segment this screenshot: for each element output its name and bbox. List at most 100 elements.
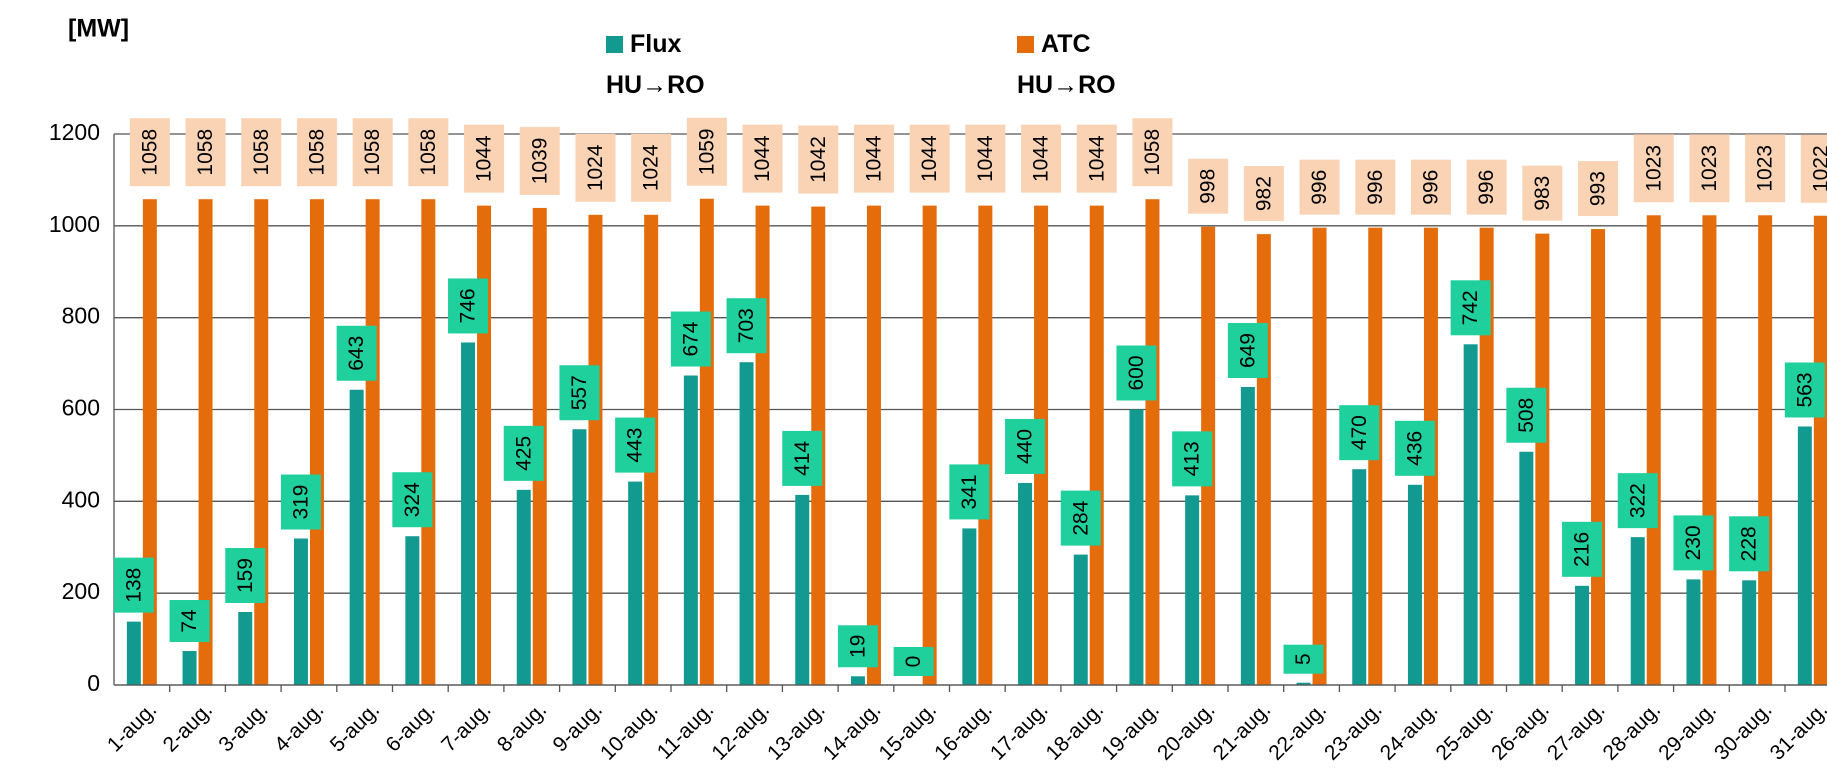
data-label: 1023 [1642, 145, 1665, 192]
bar [1742, 580, 1757, 685]
data-label-box [1784, 362, 1825, 418]
data-label: 600 [1125, 355, 1148, 390]
x-tick-label: 23-aug. [1320, 698, 1387, 765]
x-tick-label: 20-aug. [1153, 698, 1220, 765]
data-label-box [1299, 159, 1340, 215]
bar [922, 205, 937, 685]
data-label: 1058 [138, 129, 161, 176]
data-label-box [893, 647, 934, 676]
data-label: 322 [1626, 483, 1649, 518]
data-label-box [1745, 134, 1786, 203]
x-tick-label: 24-aug. [1376, 698, 1443, 765]
data-label: 138 [122, 568, 145, 603]
bar [1813, 215, 1827, 685]
data-label: 230 [1682, 525, 1705, 560]
bar [1575, 585, 1590, 685]
data-label: 414 [791, 441, 814, 476]
data-label: 413 [1181, 441, 1204, 476]
bar [755, 205, 770, 685]
bar [1463, 344, 1478, 685]
bar [795, 494, 810, 685]
data-label-box [615, 417, 656, 473]
data-label-box [1800, 134, 1827, 203]
x-tick-label: 4-aug. [270, 698, 328, 756]
bar [405, 536, 420, 685]
bar [1185, 495, 1200, 685]
data-label: 1058 [361, 129, 384, 176]
data-label-box [575, 133, 616, 202]
data-label-box [336, 325, 377, 381]
y-tick-label: 1200 [49, 119, 100, 145]
data-label: 1024 [640, 144, 663, 191]
data-label: 228 [1738, 526, 1761, 561]
data-label: 1022 [1809, 145, 1827, 192]
data-label-box [1450, 280, 1491, 336]
data-label-box [1410, 159, 1451, 215]
bar [254, 199, 269, 685]
bar [699, 198, 714, 685]
data-label: 1044 [473, 135, 496, 182]
x-tick-label: 3-aug. [214, 698, 272, 756]
x-tick-label: 5-aug. [326, 698, 384, 756]
data-label-box [1132, 118, 1173, 187]
data-label-box [225, 547, 266, 603]
data-label-box [1227, 323, 1268, 379]
data-label: 1058 [194, 129, 217, 176]
bar [1758, 215, 1773, 685]
bar [1296, 682, 1311, 685]
data-label-box [113, 557, 154, 613]
bar [365, 199, 380, 685]
data-label-box [837, 625, 878, 668]
data-label-box [670, 311, 711, 367]
bar [572, 429, 587, 685]
bar [1256, 234, 1271, 685]
x-tick-label: 19-aug. [1097, 698, 1164, 765]
data-label-box [949, 464, 990, 520]
x-tick-label: 26-aug. [1487, 698, 1554, 765]
data-label: 1042 [807, 136, 830, 183]
data-label-box [129, 118, 170, 187]
bar [683, 375, 698, 685]
data-label-box [1339, 405, 1380, 461]
x-tick-label: 30-aug. [1710, 698, 1777, 765]
bar [1089, 205, 1104, 685]
y-tick-label: 200 [62, 578, 100, 604]
bar [126, 621, 141, 685]
data-label: 996 [1475, 170, 1498, 205]
data-label-box [464, 124, 505, 193]
legend-label: ATC HU→RO [1017, 30, 1116, 99]
bar [516, 489, 531, 685]
x-tick-label: 12-aug. [707, 698, 774, 765]
data-label-box [408, 118, 449, 187]
data-label: 993 [1587, 171, 1610, 206]
data-label: 0 [902, 656, 925, 668]
legend-label: Flux HU→RO [606, 30, 705, 99]
bar [850, 676, 865, 685]
data-label: 982 [1252, 176, 1275, 211]
data-label: 1044 [751, 135, 774, 182]
data-label-box [1188, 158, 1229, 214]
data-label: 1023 [1698, 145, 1721, 192]
bar [1702, 215, 1717, 685]
bar [1535, 233, 1550, 685]
data-label: 1044 [974, 135, 997, 182]
data-label: 1058 [417, 129, 440, 176]
data-label: 319 [289, 485, 312, 520]
x-tick-label: 16-aug. [930, 698, 997, 765]
bar [1129, 409, 1144, 685]
data-label: 996 [1419, 170, 1442, 205]
data-label-box [1729, 516, 1770, 572]
bar [309, 199, 324, 685]
bar [1352, 469, 1367, 685]
bar [1591, 229, 1606, 686]
bar [1018, 482, 1033, 685]
data-label-box [1562, 521, 1603, 577]
x-tick-label: 7-aug. [437, 698, 495, 756]
data-label-box [686, 117, 727, 186]
bar [1312, 227, 1327, 686]
data-label: 19 [846, 635, 869, 658]
data-label: 440 [1014, 429, 1037, 464]
data-label: 563 [1793, 372, 1816, 407]
bar [421, 199, 436, 685]
data-label: 436 [1403, 431, 1426, 466]
